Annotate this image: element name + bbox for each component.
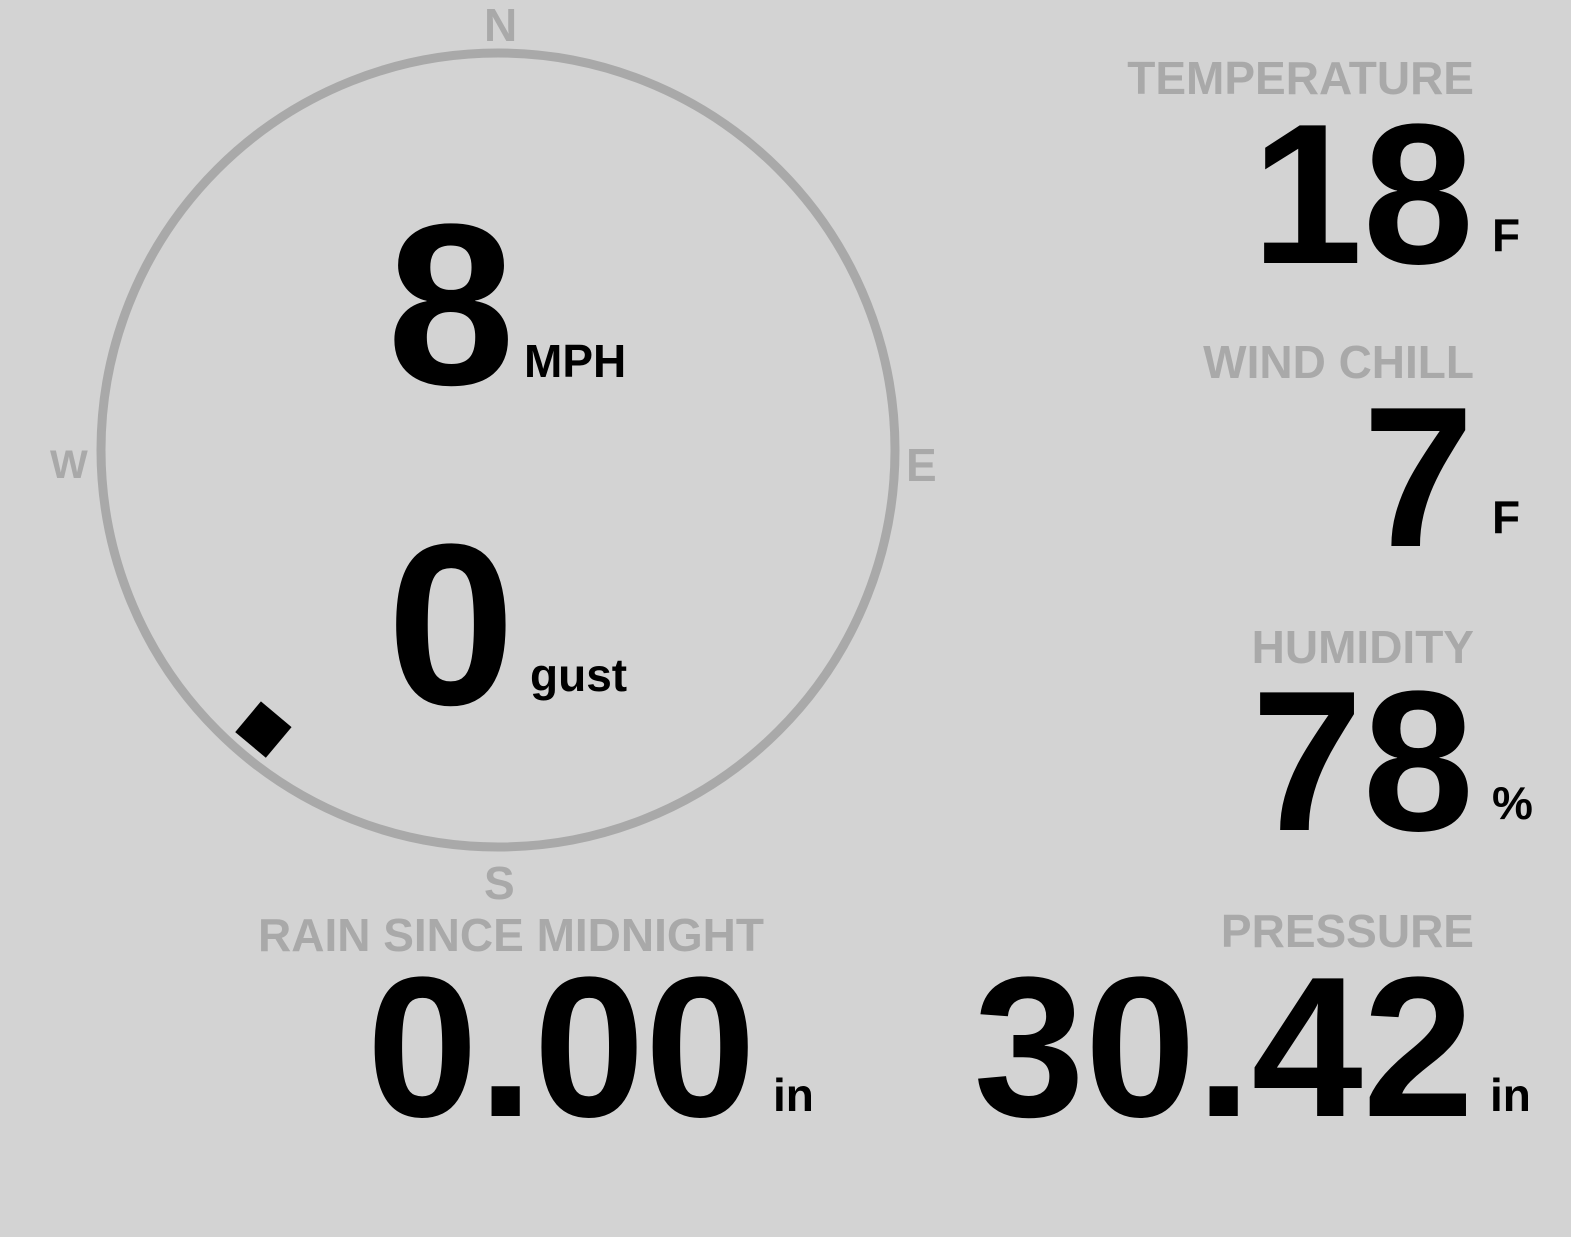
pressure-label: PRESSURE [1220,905,1474,957]
rain-value: 0.00 [366,936,756,1159]
compass-north-label: N [484,0,518,51]
temperature-unit: F [1492,209,1521,261]
rain-unit: in [773,1069,814,1121]
wind-gust-value: 0 [387,496,515,753]
compass-east-label: E [906,439,937,491]
humidity-unit: % [1492,777,1533,829]
pressure-unit: in [1490,1069,1531,1121]
wind-direction-indicator [235,701,292,758]
temperature-value: 18 [1251,83,1474,306]
wind-speed-value: 8 [387,176,515,433]
humidity-label: HUMIDITY [1251,621,1474,673]
humidity-value: 78 [1251,650,1474,873]
pressure-value: 30.42 [973,936,1475,1159]
compass-south-label: S [484,857,515,909]
wind-chill-unit: F [1492,491,1521,543]
rain-label: RAIN SINCE MIDNIGHT [258,909,764,961]
wind-chill-value: 7 [1362,366,1474,589]
wind-gust-label: gust [530,649,628,701]
wind-chill-label: WIND CHILL [1203,336,1474,388]
compass-ring [96,48,900,852]
wind-speed-unit: MPH [524,335,627,387]
temperature-label: TEMPERATURE [1127,52,1474,104]
compass-west-label: W [50,443,88,487]
